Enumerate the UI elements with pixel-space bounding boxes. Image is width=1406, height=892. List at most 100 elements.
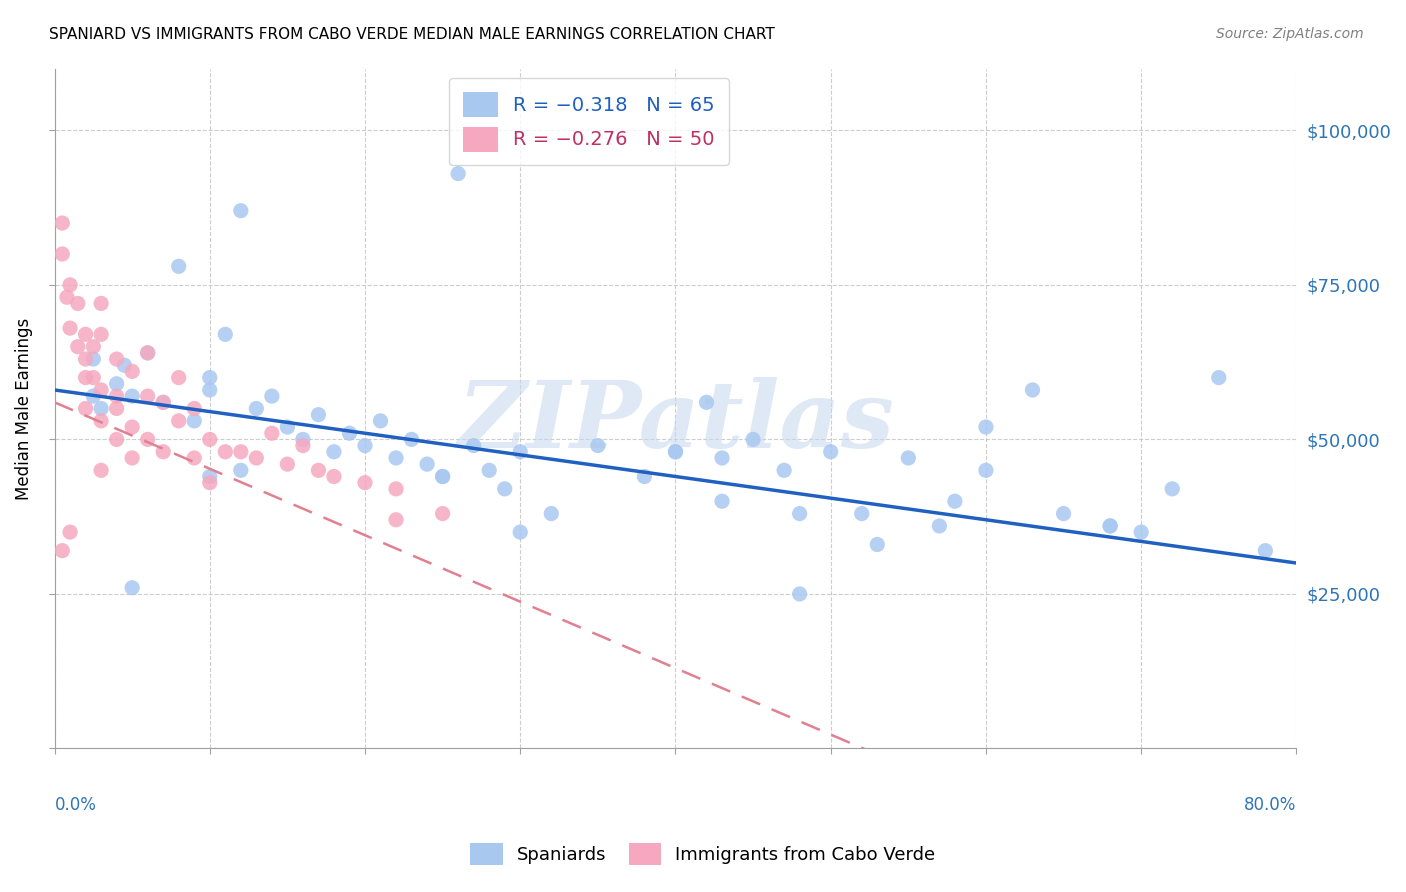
Legend: Spaniards, Immigrants from Cabo Verde: Spaniards, Immigrants from Cabo Verde (461, 834, 945, 874)
Point (1161, 482, 1184, 496)
Point (447, 167, 470, 181)
Point (291, 433, 314, 447)
Point (742, 433, 765, 447)
Point (75, 370, 97, 384)
Point (866, 537, 889, 551)
Point (354, 475, 377, 490)
Point (494, 482, 516, 496)
Point (152, 395, 174, 409)
Point (121, 581, 143, 595)
Point (152, 444, 174, 458)
Point (401, 433, 423, 447)
Point (370, 414, 392, 428)
Point (1052, 507, 1074, 521)
Text: ZIPatlas: ZIPatlas (457, 377, 894, 467)
Point (90, 463, 112, 477)
Point (509, 444, 531, 458)
Point (75, 401, 97, 416)
Point (105, 389, 128, 403)
Point (90, 414, 112, 428)
Point (276, 420, 298, 434)
Point (214, 327, 236, 342)
Point (59, 277, 82, 292)
Text: Source: ZipAtlas.com: Source: ZipAtlas.com (1216, 27, 1364, 41)
Point (198, 383, 221, 397)
Point (183, 401, 205, 416)
Y-axis label: Median Male Earnings: Median Male Earnings (15, 318, 32, 500)
Point (664, 444, 686, 458)
Point (432, 507, 454, 521)
Point (90, 296, 112, 310)
Point (307, 408, 329, 422)
Point (633, 469, 655, 483)
Point (198, 370, 221, 384)
Point (90, 383, 112, 397)
Point (136, 433, 159, 447)
Point (152, 395, 174, 409)
Point (974, 463, 997, 477)
Point (66, 340, 89, 354)
Point (339, 426, 361, 441)
Point (90, 401, 112, 416)
Point (105, 433, 128, 447)
Point (1021, 383, 1043, 397)
Point (66, 296, 89, 310)
Point (82, 340, 104, 354)
Point (167, 414, 190, 428)
Point (974, 420, 997, 434)
Point (82, 370, 104, 384)
Point (90, 327, 112, 342)
Point (851, 507, 873, 521)
Point (198, 469, 221, 483)
Point (75, 327, 97, 342)
Point (75, 352, 97, 367)
Point (432, 469, 454, 483)
Point (820, 444, 842, 458)
Point (136, 346, 159, 360)
Point (432, 469, 454, 483)
Legend: R = −0.318   N = 65, R = −0.276   N = 50: R = −0.318 N = 65, R = −0.276 N = 50 (450, 78, 728, 165)
Point (773, 463, 796, 477)
Point (307, 463, 329, 477)
Point (229, 444, 252, 458)
Point (121, 450, 143, 465)
Point (789, 587, 811, 601)
Point (183, 414, 205, 428)
Point (59, 321, 82, 335)
Point (540, 507, 562, 521)
Point (416, 457, 439, 471)
Point (136, 389, 159, 403)
Point (82, 352, 104, 367)
Point (711, 494, 734, 508)
Point (121, 364, 143, 378)
Point (664, 444, 686, 458)
Point (897, 450, 920, 465)
Point (1099, 519, 1122, 533)
Point (385, 450, 408, 465)
Point (82, 389, 104, 403)
Point (695, 395, 717, 409)
Point (291, 439, 314, 453)
Point (260, 389, 283, 403)
Point (105, 352, 128, 367)
Point (136, 346, 159, 360)
Point (214, 444, 236, 458)
Point (1130, 525, 1153, 540)
Point (167, 260, 190, 274)
Point (59, 525, 82, 540)
Text: SPANIARD VS IMMIGRANTS FROM CABO VERDE MEDIAN MALE EARNINGS CORRELATION CHART: SPANIARD VS IMMIGRANTS FROM CABO VERDE M… (49, 27, 775, 42)
Point (105, 376, 128, 391)
Point (229, 203, 252, 218)
Point (385, 482, 408, 496)
Point (105, 401, 128, 416)
Point (943, 494, 966, 508)
Point (711, 450, 734, 465)
Point (167, 370, 190, 384)
Point (198, 433, 221, 447)
Text: 0.0%: 0.0% (55, 796, 97, 814)
Point (354, 439, 377, 453)
Point (1254, 543, 1277, 558)
Point (1208, 370, 1230, 384)
Point (245, 401, 267, 416)
Point (198, 475, 221, 490)
